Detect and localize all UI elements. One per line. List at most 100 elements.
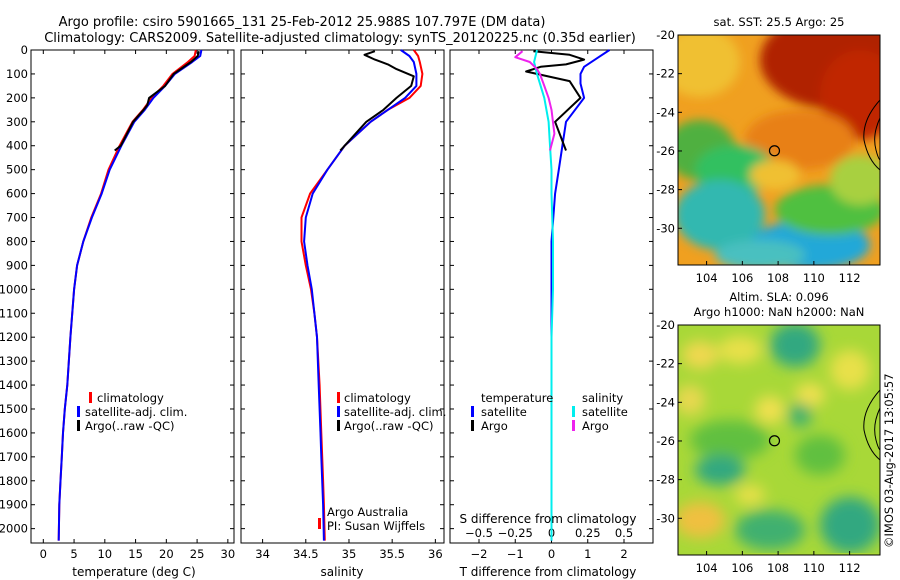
y-tick-label: 1400 xyxy=(0,378,28,392)
x-tick-label: 20 xyxy=(159,547,174,561)
series-line-temperature-argo xyxy=(525,50,586,151)
sla-map-ticks: 104 106 108 110 112 -20 -22 -24 -26 -28 -30 xyxy=(656,318,860,575)
legend-label-climatology: climatology xyxy=(97,391,164,405)
map-y-tick-label: -28 xyxy=(656,473,675,487)
series-line-climatology xyxy=(300,49,424,541)
map-y-tick-label: -26 xyxy=(656,434,675,448)
y-tick-label: 1000 xyxy=(0,282,28,296)
s-diff-tick-label: 0.5 xyxy=(615,526,633,540)
legend-label-argo: Argo(..raw -QC) xyxy=(85,419,175,433)
x-tick-label: 35 xyxy=(342,547,357,561)
map-y-tick-label: -26 xyxy=(656,144,675,158)
y-tick-label: 2000 xyxy=(0,522,28,536)
map-y-tick-label: -28 xyxy=(656,183,675,197)
legend-title-temperature: temperature xyxy=(481,391,553,405)
map-x-tick-label: 112 xyxy=(839,561,861,575)
series-line-satellite-adj-clim- xyxy=(57,49,203,541)
temperature-legend: climatology satellite-adj. clim. Argo(..… xyxy=(77,391,187,433)
map-x-tick-label: 110 xyxy=(803,271,825,285)
salinity-panel-frame xyxy=(240,49,445,544)
pi-note: PI: Susan Wijffels xyxy=(327,519,425,533)
y-tick-label: 900 xyxy=(6,258,28,272)
legend-swatch-climatology xyxy=(337,392,340,403)
legend-title-salinity: salinity xyxy=(582,391,623,405)
map-y-tick-label: -20 xyxy=(656,28,675,42)
map-y-tick-label: -20 xyxy=(656,318,675,332)
series-line-argo-raw-qc- xyxy=(339,50,415,152)
y-tick-label: 200 xyxy=(6,91,28,105)
y-tick-label: 800 xyxy=(6,234,28,248)
legend-swatch-argo xyxy=(337,420,340,431)
x-tick-label: 10 xyxy=(97,547,112,561)
legend-label-s-satellite: satellite xyxy=(582,405,628,419)
x-tick-label: 34 xyxy=(255,547,270,561)
legend-label-s-argo: Argo xyxy=(582,419,609,433)
sla-map-image xyxy=(678,325,880,555)
y-tick-label: 1500 xyxy=(0,402,28,416)
map-x-tick-label: 108 xyxy=(767,271,789,285)
x-tick-label: 5 xyxy=(70,547,77,561)
map-x-tick-label: 104 xyxy=(696,561,718,575)
series-line-climatology xyxy=(57,49,197,541)
x-tick-label: 15 xyxy=(128,547,143,561)
legend-swatch-satellite-adj xyxy=(337,406,340,417)
y-tick-label: 100 xyxy=(6,67,28,81)
sst-coastline xyxy=(863,99,880,171)
legend-label-satellite-adj: satellite-adj. clim. xyxy=(344,405,446,419)
salinity-panel: 34 34.5 35 35.5 36 xyxy=(241,49,444,561)
x-tick-label: 30 xyxy=(221,547,236,561)
x-tick-label: 25 xyxy=(190,547,205,561)
temperature-axis-label: temperature (deg C) xyxy=(72,565,195,579)
map-y-tick-label: -24 xyxy=(656,395,675,409)
map-y-tick-label: -30 xyxy=(656,511,675,525)
y-tick-label: 1200 xyxy=(0,330,28,344)
legend-swatch-satellite-adj xyxy=(77,406,80,417)
sst-map-ticks: 104 106 108 110 112 -20 -22 -24 -26 -28 -30 xyxy=(656,28,860,285)
y-tick-label: 600 xyxy=(6,187,28,201)
y-tick-label: 400 xyxy=(6,139,28,153)
sla-coastline xyxy=(863,389,880,461)
argo-position-marker xyxy=(768,145,781,157)
series-line-salinity-argo xyxy=(514,50,556,151)
legend-swatch-argo xyxy=(77,420,80,431)
y-tick-label: 700 xyxy=(6,211,28,225)
pi-marker xyxy=(318,518,321,529)
figure-title-line1: Argo profile: csiro 5901665_131 25-Feb-2… xyxy=(59,15,546,30)
s-diff-tick-label: −0.5 xyxy=(465,526,493,540)
t-difference-axis-label: T difference from climatology xyxy=(459,565,637,579)
y-tick-label: 300 xyxy=(6,115,28,129)
legend-label-t-satellite: satellite xyxy=(481,405,527,419)
series-line-satellite-adj-clim- xyxy=(303,49,418,541)
y-tick-label: 1800 xyxy=(0,474,28,488)
legend-label-t-argo: Argo xyxy=(481,419,508,433)
figure-title-line2: Climatology: CARS2009. Satellite-adjuste… xyxy=(44,31,636,46)
map-y-tick-label: -30 xyxy=(656,221,675,235)
x-tick-label: 0 xyxy=(548,547,555,561)
series-line-temperature-satellite xyxy=(550,49,611,541)
x-tick-label: −2 xyxy=(471,547,488,561)
legend-label-argo: Argo(..raw -QC) xyxy=(344,419,434,433)
legend-label-satellite-adj: satellite-adj. clim. xyxy=(85,405,187,419)
s-diff-tick-label: 0.25 xyxy=(575,526,601,540)
x-tick-label: 34.5 xyxy=(293,547,319,561)
y-tick-label: 1600 xyxy=(0,426,28,440)
map-x-tick-label: 110 xyxy=(803,561,825,575)
s-difference-axis-label: S difference from climatology xyxy=(460,512,637,526)
legend-label-climatology: climatology xyxy=(344,391,411,405)
legend-swatch-s-satellite xyxy=(572,406,575,417)
series-line-argo-raw-qc- xyxy=(114,50,200,152)
sst-map-title: sat. SST: 25.5 Argo: 25 xyxy=(714,15,845,29)
sla-map-frame xyxy=(677,324,881,556)
map-y-tick-label: -22 xyxy=(656,357,675,371)
map-x-tick-label: 106 xyxy=(731,271,753,285)
map-y-tick-label: -24 xyxy=(656,105,675,119)
map-x-tick-label: 106 xyxy=(731,561,753,575)
difference-panel: −2 −1 0 1 2−0.5 −0.25 0 0.25 0.5 xyxy=(450,49,653,561)
map-x-tick-label: 104 xyxy=(696,271,718,285)
sla-map-title-line2: Argo h1000: NaN h2000: NaN xyxy=(694,305,865,319)
sst-map-frame xyxy=(677,34,881,266)
legend-swatch-s-argo xyxy=(572,420,575,431)
temperature-panel-frame xyxy=(30,49,235,544)
map-y-tick-label: -22 xyxy=(656,67,675,81)
